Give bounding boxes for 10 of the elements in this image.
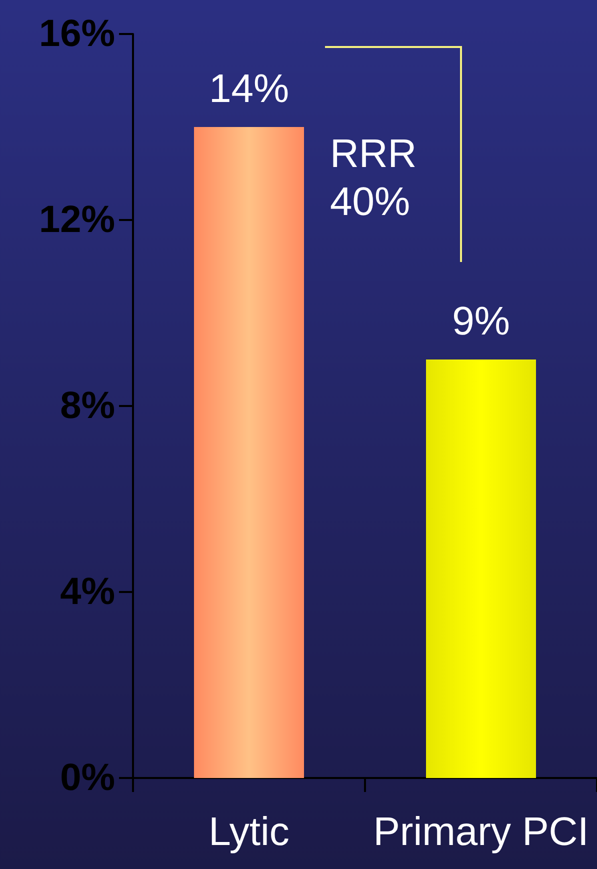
y-tick-label: 12% (38, 199, 115, 241)
y-tick-label: 0% (60, 757, 115, 799)
x-tick-label: Lytic (208, 810, 290, 854)
y-tick-label: 8% (60, 385, 115, 427)
x-tick-label: Primary PCI (373, 810, 589, 854)
y-tick-label: 4% (60, 571, 115, 613)
data-label: 14% (208, 67, 290, 111)
annotation: RRR 40% (330, 132, 417, 224)
y-tick-label: 16% (38, 13, 115, 55)
data-label: 9% (452, 300, 510, 344)
